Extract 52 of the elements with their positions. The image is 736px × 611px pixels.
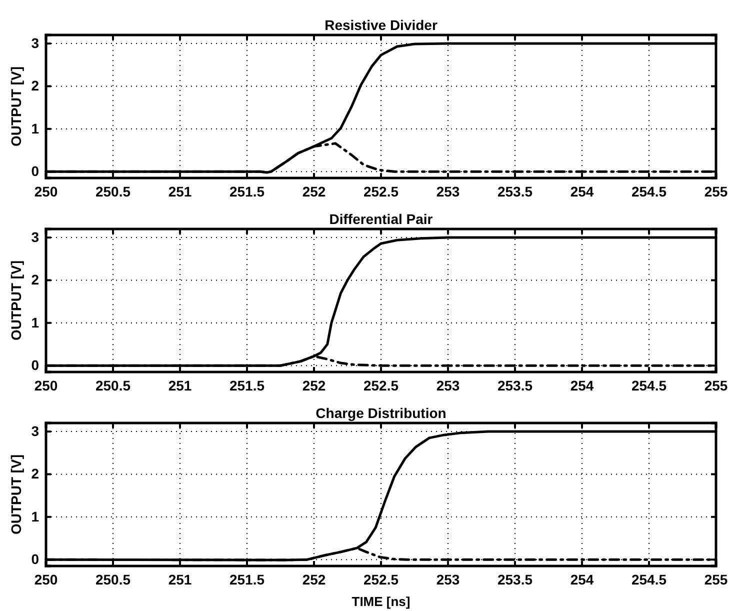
x-tick-label: 251.5 xyxy=(229,378,265,394)
y-tick-label: 0 xyxy=(31,357,40,374)
x-tick-label: 252 xyxy=(302,572,326,588)
x-tick-label: 251 xyxy=(168,378,192,394)
y-tick-label: 1 xyxy=(31,120,40,136)
x-tick-label: 254.5 xyxy=(631,378,667,394)
x-tick-label: 254 xyxy=(570,572,594,588)
x-tick-label: 253 xyxy=(436,378,460,394)
x-axis-title: TIME [ns] xyxy=(352,594,410,609)
x-tick-label: 253 xyxy=(436,184,460,200)
x-tick-label: 250.5 xyxy=(95,572,131,588)
y-axis-title: OUTPUT [V] xyxy=(8,454,24,535)
y-tick-label: 0 xyxy=(31,163,40,180)
y-tick-label: 0 xyxy=(31,551,40,568)
y-tick-label: 3 xyxy=(31,423,40,440)
y-tick-label: 2 xyxy=(31,272,40,288)
x-tick-label: 254.5 xyxy=(631,184,667,200)
x-tick-label: 253.5 xyxy=(497,184,533,200)
x-tick-label: 253.5 xyxy=(497,378,533,394)
x-tick-label: 251 xyxy=(168,572,192,588)
y-axis-title: OUTPUT [V] xyxy=(8,66,24,147)
x-tick-label: 254.5 xyxy=(631,572,667,588)
chart-title: Resistive Divider xyxy=(324,17,438,33)
y-tick-label: 3 xyxy=(31,229,40,246)
x-tick-label: 252 xyxy=(302,184,326,200)
x-tick-label: 251 xyxy=(168,184,192,200)
x-tick-label: 254 xyxy=(570,378,594,394)
x-tick-label: 255 xyxy=(704,572,728,588)
x-tick-label: 255 xyxy=(704,184,728,200)
chart-title: Charge Distribution xyxy=(316,405,446,421)
x-tick-label: 252.5 xyxy=(363,378,399,394)
x-tick-label: 251.5 xyxy=(229,572,265,588)
y-tick-label: 1 xyxy=(31,314,40,330)
x-tick-label: 252 xyxy=(302,378,326,394)
x-tick-label: 250.5 xyxy=(95,184,131,200)
x-tick-label: 252.5 xyxy=(363,184,399,200)
x-tick-label: 255 xyxy=(704,378,728,394)
chart-title: Differential Pair xyxy=(329,211,434,227)
x-tick-label: 250 xyxy=(34,378,58,394)
x-tick-label: 253.5 xyxy=(497,572,533,588)
x-tick-label: 252.5 xyxy=(363,572,399,588)
x-tick-label: 250.5 xyxy=(95,378,131,394)
y-tick-label: 2 xyxy=(31,78,40,94)
x-tick-label: 250 xyxy=(34,572,58,588)
y-tick-label: 2 xyxy=(31,466,40,482)
x-tick-label: 253 xyxy=(436,572,460,588)
x-tick-label: 251.5 xyxy=(229,184,265,200)
y-tick-label: 1 xyxy=(31,508,40,524)
x-tick-label: 254 xyxy=(570,184,594,200)
y-axis-title: OUTPUT [V] xyxy=(8,260,24,341)
x-tick-label: 250 xyxy=(34,184,58,200)
y-tick-label: 3 xyxy=(31,35,40,52)
